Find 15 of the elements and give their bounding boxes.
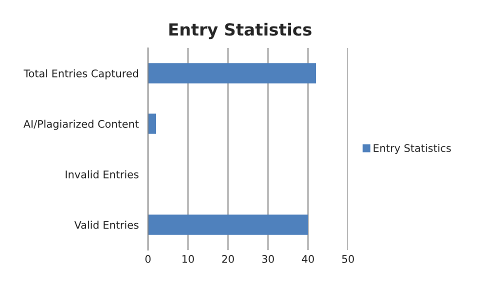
y-tick-label: Valid Entries [74, 220, 138, 229]
x-tick-label: 30 [262, 255, 274, 263]
x-tick-label: 10 [182, 255, 194, 263]
bar [148, 63, 316, 84]
x-tick-label: 0 [145, 255, 151, 263]
bar [148, 214, 308, 235]
y-tick-label: AI/Plagiarized Content [23, 120, 139, 130]
chart-title: Entry Statistics [169, 22, 312, 40]
x-tick-label: 50 [342, 255, 354, 263]
bar [148, 114, 156, 134]
y-tick-label: Invalid Entries [66, 170, 138, 178]
legend-label: Entry Statistics [374, 144, 451, 154]
x-tick-label: 40 [302, 255, 314, 263]
x-tick-label: 20 [222, 255, 234, 263]
y-tick-label: Total Entries Captured [24, 69, 138, 80]
